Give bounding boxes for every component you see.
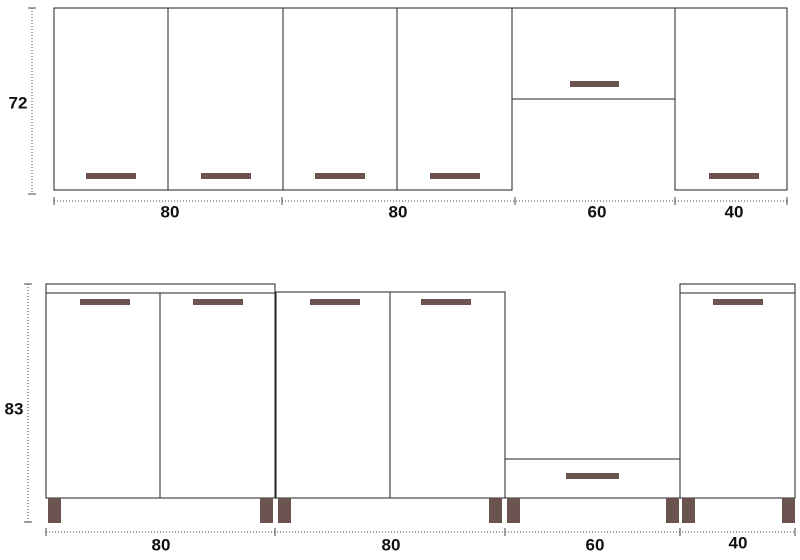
handle xyxy=(566,473,619,479)
width-label: 40 xyxy=(725,202,744,221)
height-label: 83 xyxy=(5,399,24,418)
leg xyxy=(682,498,695,523)
cabinet xyxy=(275,291,391,499)
leg xyxy=(260,498,273,523)
cabinet xyxy=(396,7,513,191)
drawer xyxy=(504,458,681,499)
cabinet xyxy=(679,292,796,499)
height-label: 72 xyxy=(9,93,28,112)
handle xyxy=(570,81,619,87)
leg xyxy=(489,498,502,523)
handle xyxy=(315,173,365,179)
width-label: 60 xyxy=(586,535,605,554)
leg xyxy=(278,498,291,523)
cabinet xyxy=(674,7,788,191)
handle xyxy=(421,299,471,305)
bottom-dimensions: 83 80 80 60 40 xyxy=(5,283,796,554)
cabinet xyxy=(389,291,506,499)
countertop xyxy=(679,283,796,294)
handle xyxy=(713,299,763,305)
handle xyxy=(86,173,136,179)
countertop xyxy=(45,283,276,294)
width-label: 80 xyxy=(152,535,171,554)
cabinet xyxy=(167,7,284,191)
top-dimensions: 72 80 80 60 40 xyxy=(9,7,788,221)
handle xyxy=(709,173,759,179)
wall-cabinets xyxy=(53,7,788,191)
width-label: 80 xyxy=(382,535,401,554)
leg xyxy=(48,498,61,523)
width-label: 60 xyxy=(588,202,607,221)
leg xyxy=(666,498,679,523)
handle xyxy=(201,173,251,179)
base-cabinets xyxy=(45,283,796,523)
cabinet xyxy=(282,7,398,191)
leg xyxy=(782,498,795,523)
cabinet xyxy=(159,292,276,499)
width-label: 40 xyxy=(729,533,748,552)
width-label: 80 xyxy=(389,202,408,221)
cabinet xyxy=(53,7,169,191)
handle xyxy=(193,299,243,305)
leg xyxy=(507,498,520,523)
handle xyxy=(310,299,360,305)
handle xyxy=(80,299,130,305)
width-label: 80 xyxy=(161,202,180,221)
handle xyxy=(430,173,480,179)
cabinet xyxy=(45,292,161,499)
